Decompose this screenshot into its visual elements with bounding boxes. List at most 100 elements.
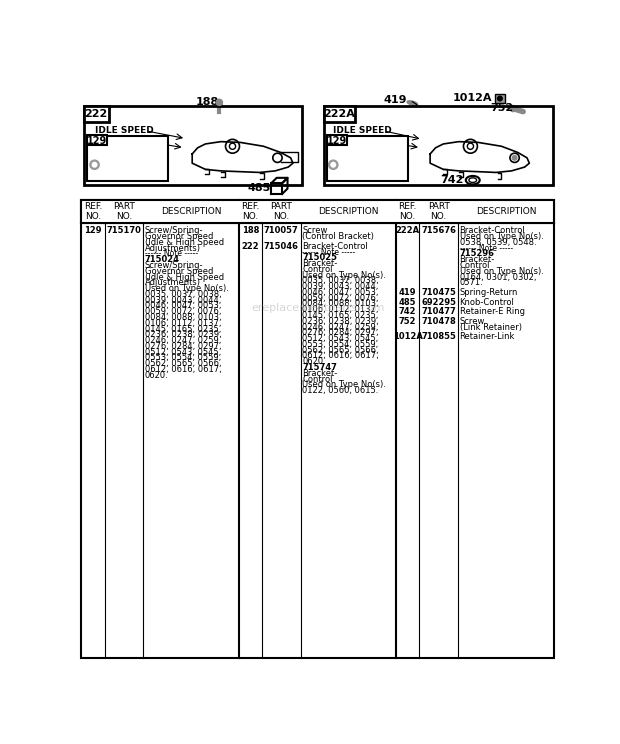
Text: 0538, 0539, 0548.: 0538, 0539, 0548.: [459, 238, 536, 247]
Text: 0562, 0565, 0566,: 0562, 0565, 0566,: [145, 359, 221, 368]
Text: 0145, 0165, 0235,: 0145, 0165, 0235,: [145, 324, 221, 333]
Text: 0145, 0165, 0235,: 0145, 0165, 0235,: [303, 311, 379, 320]
Text: Control: Control: [303, 374, 333, 384]
Text: 222: 222: [242, 242, 259, 251]
Text: DESCRIPTION: DESCRIPTION: [476, 208, 536, 217]
Text: (Link Retainer): (Link Retainer): [459, 323, 521, 332]
Text: ------ Note -----: ------ Note -----: [459, 244, 513, 253]
Ellipse shape: [407, 101, 417, 106]
Text: 0236, 0238, 0239,: 0236, 0238, 0239,: [145, 330, 222, 339]
Bar: [87, 135, 107, 146]
Text: 0620.: 0620.: [303, 357, 326, 366]
Text: 742: 742: [399, 307, 417, 316]
Bar: [84, 106, 303, 185]
Text: 0571.: 0571.: [459, 278, 484, 287]
Text: 129: 129: [84, 226, 102, 235]
Circle shape: [216, 99, 223, 106]
Text: 1012A: 1012A: [392, 333, 423, 341]
Text: IDLE SPEED: IDLE SPEED: [334, 126, 392, 135]
Circle shape: [510, 106, 516, 112]
Text: Bracket-: Bracket-: [303, 259, 337, 268]
Text: 1012A: 1012A: [453, 93, 492, 103]
Text: 222A: 222A: [324, 109, 355, 119]
Text: 188: 188: [242, 226, 259, 235]
Text: (Idle & High Speed: (Idle & High Speed: [145, 272, 224, 281]
Text: 710475: 710475: [421, 288, 456, 297]
Text: 0236, 0238, 0239,: 0236, 0238, 0239,: [303, 317, 379, 326]
Text: 715676: 715676: [421, 226, 456, 235]
Text: 752: 752: [490, 103, 514, 113]
Text: 0276, 0284, 0297,: 0276, 0284, 0297,: [145, 341, 221, 351]
Text: Bracket-: Bracket-: [459, 255, 495, 264]
Text: 0035, 0037, 0038,: 0035, 0037, 0038,: [303, 276, 379, 286]
Text: 752: 752: [399, 317, 417, 326]
Text: 0046, 0047, 0053,: 0046, 0047, 0053,: [145, 301, 221, 310]
Text: 0553, 0554, 0559,: 0553, 0554, 0559,: [303, 340, 378, 349]
Text: Screw: Screw: [459, 317, 485, 326]
Text: Retainer-E Ring: Retainer-E Ring: [459, 307, 525, 316]
Text: 129: 129: [327, 136, 347, 146]
Text: Bracket-Control: Bracket-Control: [303, 242, 368, 251]
Text: 710478: 710478: [421, 317, 456, 326]
Text: 0612, 0616, 0617,: 0612, 0616, 0617,: [145, 365, 222, 374]
Text: 0246, 0247, 0259,: 0246, 0247, 0259,: [145, 336, 221, 345]
Bar: [327, 136, 409, 181]
Text: 485: 485: [399, 298, 417, 307]
Text: 710477: 710477: [421, 307, 456, 316]
Text: IDLE SPEED: IDLE SPEED: [94, 126, 153, 135]
Text: 419: 419: [384, 95, 407, 105]
Text: 692295: 692295: [421, 298, 456, 307]
Bar: [324, 106, 355, 121]
Text: 0046, 0047, 0053,: 0046, 0047, 0053,: [303, 288, 379, 297]
Bar: [81, 200, 554, 658]
Text: 710057: 710057: [264, 226, 299, 235]
Text: 0106, 0112, 0137,: 0106, 0112, 0137,: [145, 318, 221, 328]
Text: 0122, 0560, 0615.: 0122, 0560, 0615.: [303, 386, 379, 395]
Text: 0612, 0616, 0617,: 0612, 0616, 0617,: [303, 351, 379, 360]
Circle shape: [90, 160, 99, 170]
Text: REF.
NO.: REF. NO.: [84, 202, 102, 222]
Text: 0562, 0565, 0566,: 0562, 0565, 0566,: [303, 346, 379, 355]
Text: Used on Type No(s).: Used on Type No(s).: [459, 232, 544, 241]
Text: 419: 419: [399, 288, 417, 297]
Text: 715025: 715025: [303, 253, 337, 263]
Bar: [324, 106, 552, 185]
Circle shape: [497, 96, 502, 101]
Text: Knob-Control: Knob-Control: [459, 298, 515, 307]
Text: ereplacementparts.com: ereplacementparts.com: [251, 303, 384, 313]
Text: 0553, 0554, 0559,: 0553, 0554, 0559,: [145, 353, 221, 362]
Text: 710855: 710855: [421, 333, 456, 341]
Text: 715747: 715747: [303, 363, 337, 372]
Text: DESCRIPTION: DESCRIPTION: [161, 208, 221, 217]
Text: 715296: 715296: [459, 249, 495, 258]
Text: 222A: 222A: [396, 226, 420, 235]
Text: 129: 129: [87, 136, 107, 146]
Text: Adjustments): Adjustments): [145, 244, 201, 253]
Text: PART
NO.: PART NO.: [113, 202, 135, 222]
Text: 0059, 0072, 0076,: 0059, 0072, 0076,: [145, 307, 221, 316]
Text: HIGH SPEED: HIGH SPEED: [334, 137, 396, 146]
Text: 0512, 0543, 0545,: 0512, 0543, 0545,: [303, 334, 378, 343]
Bar: [87, 136, 168, 181]
Text: 0039, 0043, 0044,: 0039, 0043, 0044,: [145, 295, 221, 304]
Text: REF.
NO.: REF. NO.: [241, 202, 260, 222]
Text: Used on Type No(s).: Used on Type No(s).: [303, 380, 386, 389]
Text: 0106, 0112, 0137,: 0106, 0112, 0137,: [303, 305, 379, 314]
Text: 0039, 0043, 0044,: 0039, 0043, 0044,: [303, 282, 379, 291]
Circle shape: [329, 160, 338, 170]
Text: 222: 222: [84, 109, 108, 119]
Text: DESCRIPTION: DESCRIPTION: [318, 208, 379, 217]
Text: 188: 188: [196, 97, 219, 106]
Text: 0512, 0543, 0545,: 0512, 0543, 0545,: [145, 347, 221, 356]
Text: 485: 485: [247, 183, 270, 193]
Text: 715024: 715024: [145, 255, 180, 264]
Text: 0084, 0088, 0103,: 0084, 0088, 0103,: [145, 313, 221, 322]
Text: REF.
NO.: REF. NO.: [399, 202, 417, 222]
Text: 0246, 0247, 0259,: 0246, 0247, 0259,: [303, 323, 379, 332]
Text: Spring-Return: Spring-Return: [459, 288, 518, 297]
Text: 0276, 0284, 0297,: 0276, 0284, 0297,: [303, 328, 379, 337]
Bar: [81, 200, 554, 223]
Text: Screw: Screw: [303, 226, 327, 235]
Text: 715046: 715046: [264, 242, 299, 251]
Text: Control: Control: [459, 261, 490, 270]
